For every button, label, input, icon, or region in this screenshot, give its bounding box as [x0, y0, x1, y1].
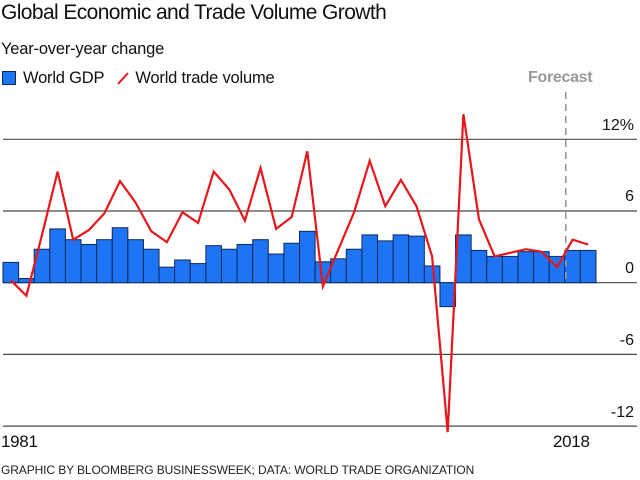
gdp-legend-swatch-icon — [2, 71, 16, 85]
gdp-bar-1982 — [18, 278, 35, 284]
gdp-bar-1991 — [158, 266, 176, 284]
gdp-bar-1993 — [189, 263, 207, 284]
gdp-bar-1985 — [64, 239, 82, 284]
gdp-bar-1997 — [252, 239, 269, 284]
gdp-bar-2013 — [501, 255, 519, 284]
y-tick-label: 12% — [601, 117, 634, 134]
gdp-bar-1990 — [142, 248, 160, 284]
gdp-bar-2003 — [345, 248, 363, 284]
gdp-bar-1987 — [96, 239, 113, 284]
gdp-bar-1992 — [174, 259, 191, 284]
chart-subtitle: Year-over-year change — [1, 40, 165, 58]
gdp-bar-2011 — [470, 249, 488, 284]
gdp-bar-1989 — [127, 239, 144, 284]
y-tick-label: 6 — [625, 188, 634, 205]
source-credit: GRAPHIC BY BLOOMBERG BUSINESSWEEK; DATA:… — [1, 463, 475, 477]
gdp-bar-1998 — [267, 253, 285, 284]
legend-label-gdp: World GDP — [23, 68, 105, 87]
gdp-bar-2018 — [579, 249, 597, 284]
gdp-bar-2007 — [408, 235, 425, 284]
x-tick-label-end: 2018 — [553, 432, 590, 451]
gdp-bar-1994 — [205, 245, 222, 284]
gdp-bar-1999 — [283, 242, 301, 284]
y-tick-label: 0 — [625, 260, 634, 277]
y-tick-label: -12 — [610, 404, 634, 421]
forecast-label: Forecast — [528, 69, 593, 86]
x-tick-label-start: 1981 — [1, 432, 38, 451]
gdp-bar-1988 — [111, 227, 129, 284]
trade-legend-line-icon — [116, 70, 130, 86]
y-tick-label: -6 — [619, 332, 634, 349]
gdp-bar-1996 — [236, 243, 254, 284]
gdp-bar-1981 — [2, 261, 20, 284]
gdp-bar-1995 — [220, 248, 238, 284]
gdp-bar-2005 — [377, 240, 394, 284]
trade-volume-line — [10, 114, 589, 433]
gdp-bar-2004 — [361, 234, 379, 284]
gdp-bar-2017 — [564, 249, 581, 284]
gdp-bar-2006 — [392, 234, 410, 284]
gdp-bar-1986 — [80, 243, 98, 284]
gdp-bar-2000 — [299, 230, 316, 284]
chart-title: Global Economic and Trade Volume Growth — [1, 1, 387, 24]
legend-label-trade: World trade volume — [135, 68, 275, 87]
gdp-bar-2014 — [517, 251, 535, 284]
gdp-bar-1984 — [49, 228, 66, 284]
legend: World GDP World trade volume — [2, 68, 275, 88]
gdp-bar-2012 — [486, 255, 503, 284]
